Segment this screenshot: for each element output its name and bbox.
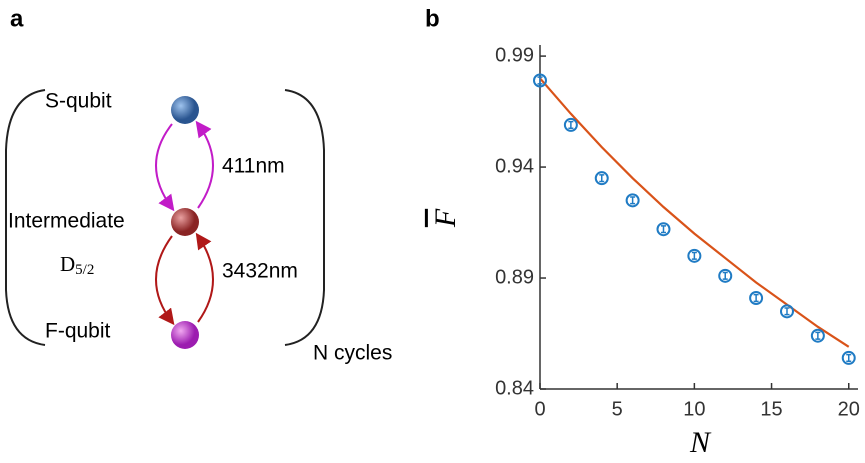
level-f: [171, 321, 199, 349]
y-tick-label: 0.99: [495, 44, 534, 66]
y-axis-label: F: [429, 208, 462, 228]
error-bar: [722, 271, 728, 280]
error-bar: [599, 174, 605, 183]
arrow: [155, 123, 175, 212]
error-bar: [846, 353, 852, 363]
data-point: [625, 193, 640, 208]
error-bar: [753, 293, 759, 303]
arrow: [195, 120, 214, 209]
error-bar: [660, 225, 666, 234]
y-tick-label: 0.94: [495, 155, 534, 177]
data-point: [594, 171, 609, 186]
x-tick-label: 0: [534, 398, 545, 420]
data-point: [533, 73, 547, 88]
level-intermediate: [171, 208, 199, 236]
arrow: [155, 235, 175, 326]
x-tick-label: 5: [612, 398, 623, 420]
data-point: [718, 268, 733, 283]
error-bar: [815, 331, 821, 340]
error-bar: [568, 120, 574, 129]
fit-line: [539, 77, 850, 348]
label: 411nm: [222, 155, 285, 178]
x-tick-label: 15: [760, 398, 782, 420]
label: Intermediate: [8, 210, 125, 233]
y-tick-label: 0.89: [495, 266, 534, 288]
bracket-left: [5, 89, 46, 346]
error-bar: [630, 196, 636, 205]
level-base: D: [60, 252, 75, 276]
x-axis-label: N: [689, 426, 712, 459]
error-bar: [537, 76, 543, 85]
data-point: [779, 304, 794, 319]
panel-label: a: [10, 5, 24, 32]
error-bar: [784, 307, 790, 316]
data-point: [563, 117, 578, 132]
label: 3432nm: [222, 260, 298, 283]
data-point: [841, 350, 856, 365]
label: S-qubit: [45, 90, 112, 113]
arrow: [195, 232, 214, 323]
bracket-right: [284, 89, 325, 346]
x-tick-label: 20: [838, 398, 860, 420]
panel-label: b: [425, 5, 440, 32]
error-bar: [691, 251, 697, 260]
level-s: [171, 96, 199, 124]
data-point: [656, 222, 671, 237]
data-point: [810, 328, 825, 343]
level-subscript: 5/2: [75, 262, 94, 278]
data-point: [749, 291, 764, 306]
level-label: D5/2: [60, 252, 94, 279]
label: N cycles: [313, 342, 392, 365]
data-point: [687, 248, 702, 263]
label: F-qubit: [45, 320, 111, 343]
y-tick-label: 0.84: [495, 377, 534, 399]
x-tick-label: 10: [683, 398, 705, 420]
